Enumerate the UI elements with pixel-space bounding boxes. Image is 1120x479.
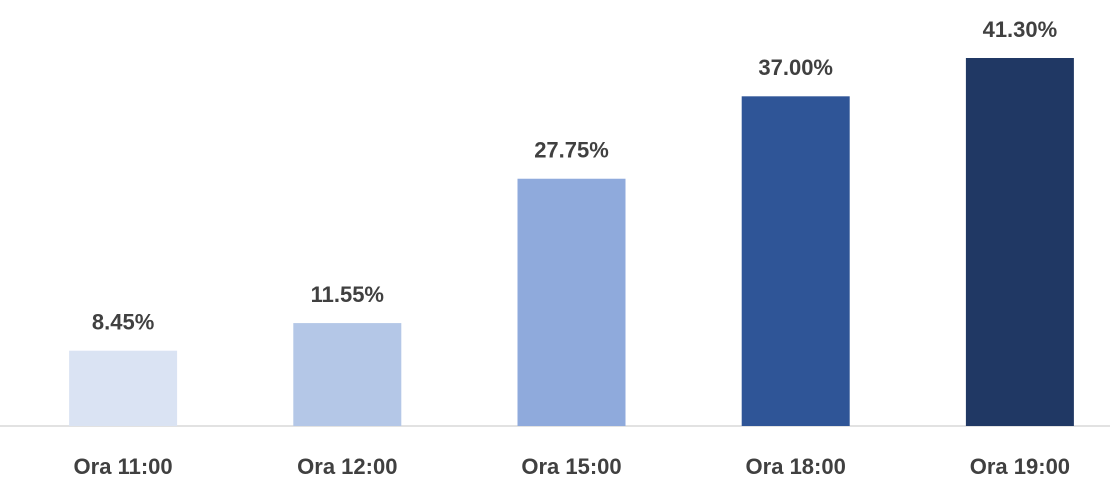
data-label: 27.75% [534, 138, 609, 163]
data-label: 8.45% [92, 310, 154, 335]
data-label: 37.00% [758, 55, 833, 80]
bar [965, 58, 1074, 426]
x-tick-label: Ora 18:00 [746, 454, 846, 479]
x-tick-label: Ora 15:00 [521, 454, 621, 479]
bar [69, 350, 178, 426]
data-label: 11.55% [311, 282, 384, 307]
x-tick-label: Ora 11:00 [74, 454, 173, 479]
bar [293, 323, 402, 426]
x-tick-label: Ora 19:00 [970, 454, 1070, 479]
bar [517, 178, 626, 426]
bar [741, 96, 850, 427]
x-tick-label: Ora 12:00 [297, 454, 397, 479]
data-label: 41.30% [983, 17, 1058, 42]
